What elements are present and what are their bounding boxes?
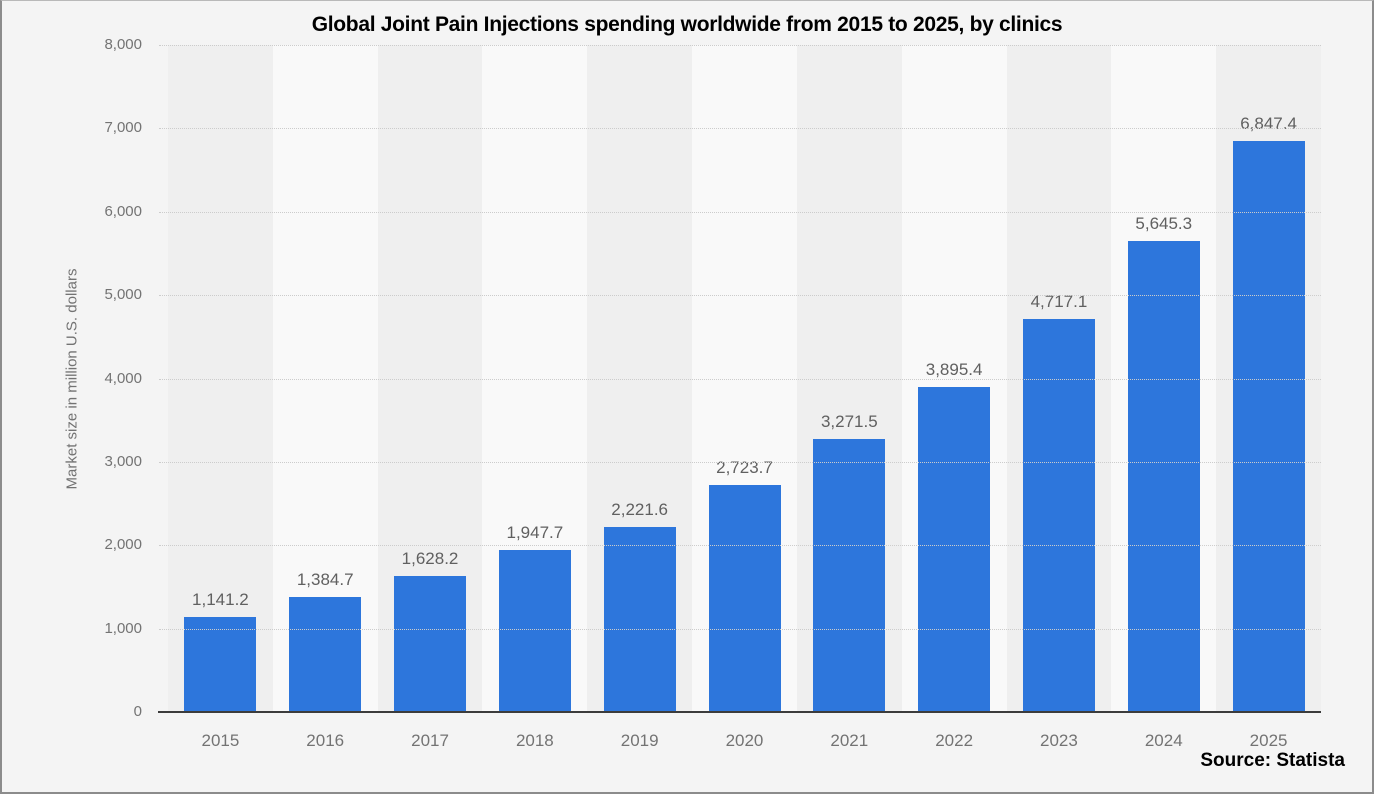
value-label: 4,717.1 bbox=[1030, 291, 1088, 311]
bar-2016 bbox=[289, 596, 362, 712]
x-tick-label-2023: 2023 bbox=[1040, 731, 1078, 750]
y-tick-label: 0 bbox=[133, 703, 142, 720]
bar-2025 bbox=[1232, 141, 1305, 712]
x-tick-label-2021: 2021 bbox=[830, 731, 869, 750]
bar-2024 bbox=[1127, 241, 1200, 712]
value-label: 1,947.7 bbox=[506, 522, 564, 542]
x-tick-label-2019: 2019 bbox=[620, 731, 659, 750]
y-tick-label: 5,000 bbox=[104, 286, 142, 304]
bar-2018 bbox=[498, 549, 571, 712]
x-axis-line bbox=[158, 711, 1321, 713]
y-tick-label: 3,000 bbox=[104, 452, 142, 470]
bar-2023 bbox=[1022, 318, 1095, 712]
gridline bbox=[159, 545, 1321, 547]
x-tick-label-2022: 2022 bbox=[935, 731, 974, 750]
value-label: 1,384.7 bbox=[296, 569, 354, 589]
bar-2022 bbox=[918, 387, 991, 712]
bar-2020 bbox=[708, 484, 781, 712]
chart-title: Global Joint Pain Injections spending wo… bbox=[311, 13, 1063, 36]
y-tick-label: 8,000 bbox=[104, 36, 142, 53]
x-tick-label-2020: 2020 bbox=[725, 731, 764, 750]
y-tick-label: 1,000 bbox=[104, 619, 142, 637]
source-label: Source: Statista bbox=[1200, 750, 1345, 771]
value-label: 3,271.5 bbox=[820, 412, 878, 432]
y-tick-label: 6,000 bbox=[104, 202, 142, 220]
bar-2015 bbox=[184, 616, 257, 712]
gridline bbox=[159, 45, 1321, 46]
gridline bbox=[159, 295, 1321, 297]
gridline bbox=[159, 461, 1321, 463]
x-tick-label-2016: 2016 bbox=[306, 731, 345, 750]
y-tick-label: 4,000 bbox=[104, 369, 142, 387]
value-label: 5,645.3 bbox=[1135, 214, 1193, 234]
x-tick-label-2024: 2024 bbox=[1144, 731, 1183, 750]
value-label: 6,847.4 bbox=[1240, 114, 1297, 134]
gridline bbox=[159, 128, 1321, 130]
bar-2017 bbox=[394, 576, 467, 712]
x-tick-label-2018: 2018 bbox=[515, 731, 554, 750]
x-tick-label-2017: 2017 bbox=[411, 731, 449, 750]
y-tick-label: 2,000 bbox=[104, 536, 142, 554]
value-label: 2,221.6 bbox=[611, 499, 669, 519]
gridline bbox=[159, 628, 1321, 630]
x-tick-label-2015: 2015 bbox=[201, 731, 240, 750]
value-label: 3,895.4 bbox=[925, 360, 983, 380]
value-label: 1,628.2 bbox=[401, 549, 459, 569]
y-tick-label: 7,000 bbox=[104, 119, 142, 137]
value-label: 1,141.2 bbox=[192, 589, 249, 609]
x-tick-label-2025: 2025 bbox=[1249, 731, 1288, 750]
gridline bbox=[159, 211, 1321, 213]
bar-2019 bbox=[603, 526, 676, 712]
bar-2021 bbox=[813, 439, 886, 712]
gridline bbox=[159, 378, 1321, 380]
